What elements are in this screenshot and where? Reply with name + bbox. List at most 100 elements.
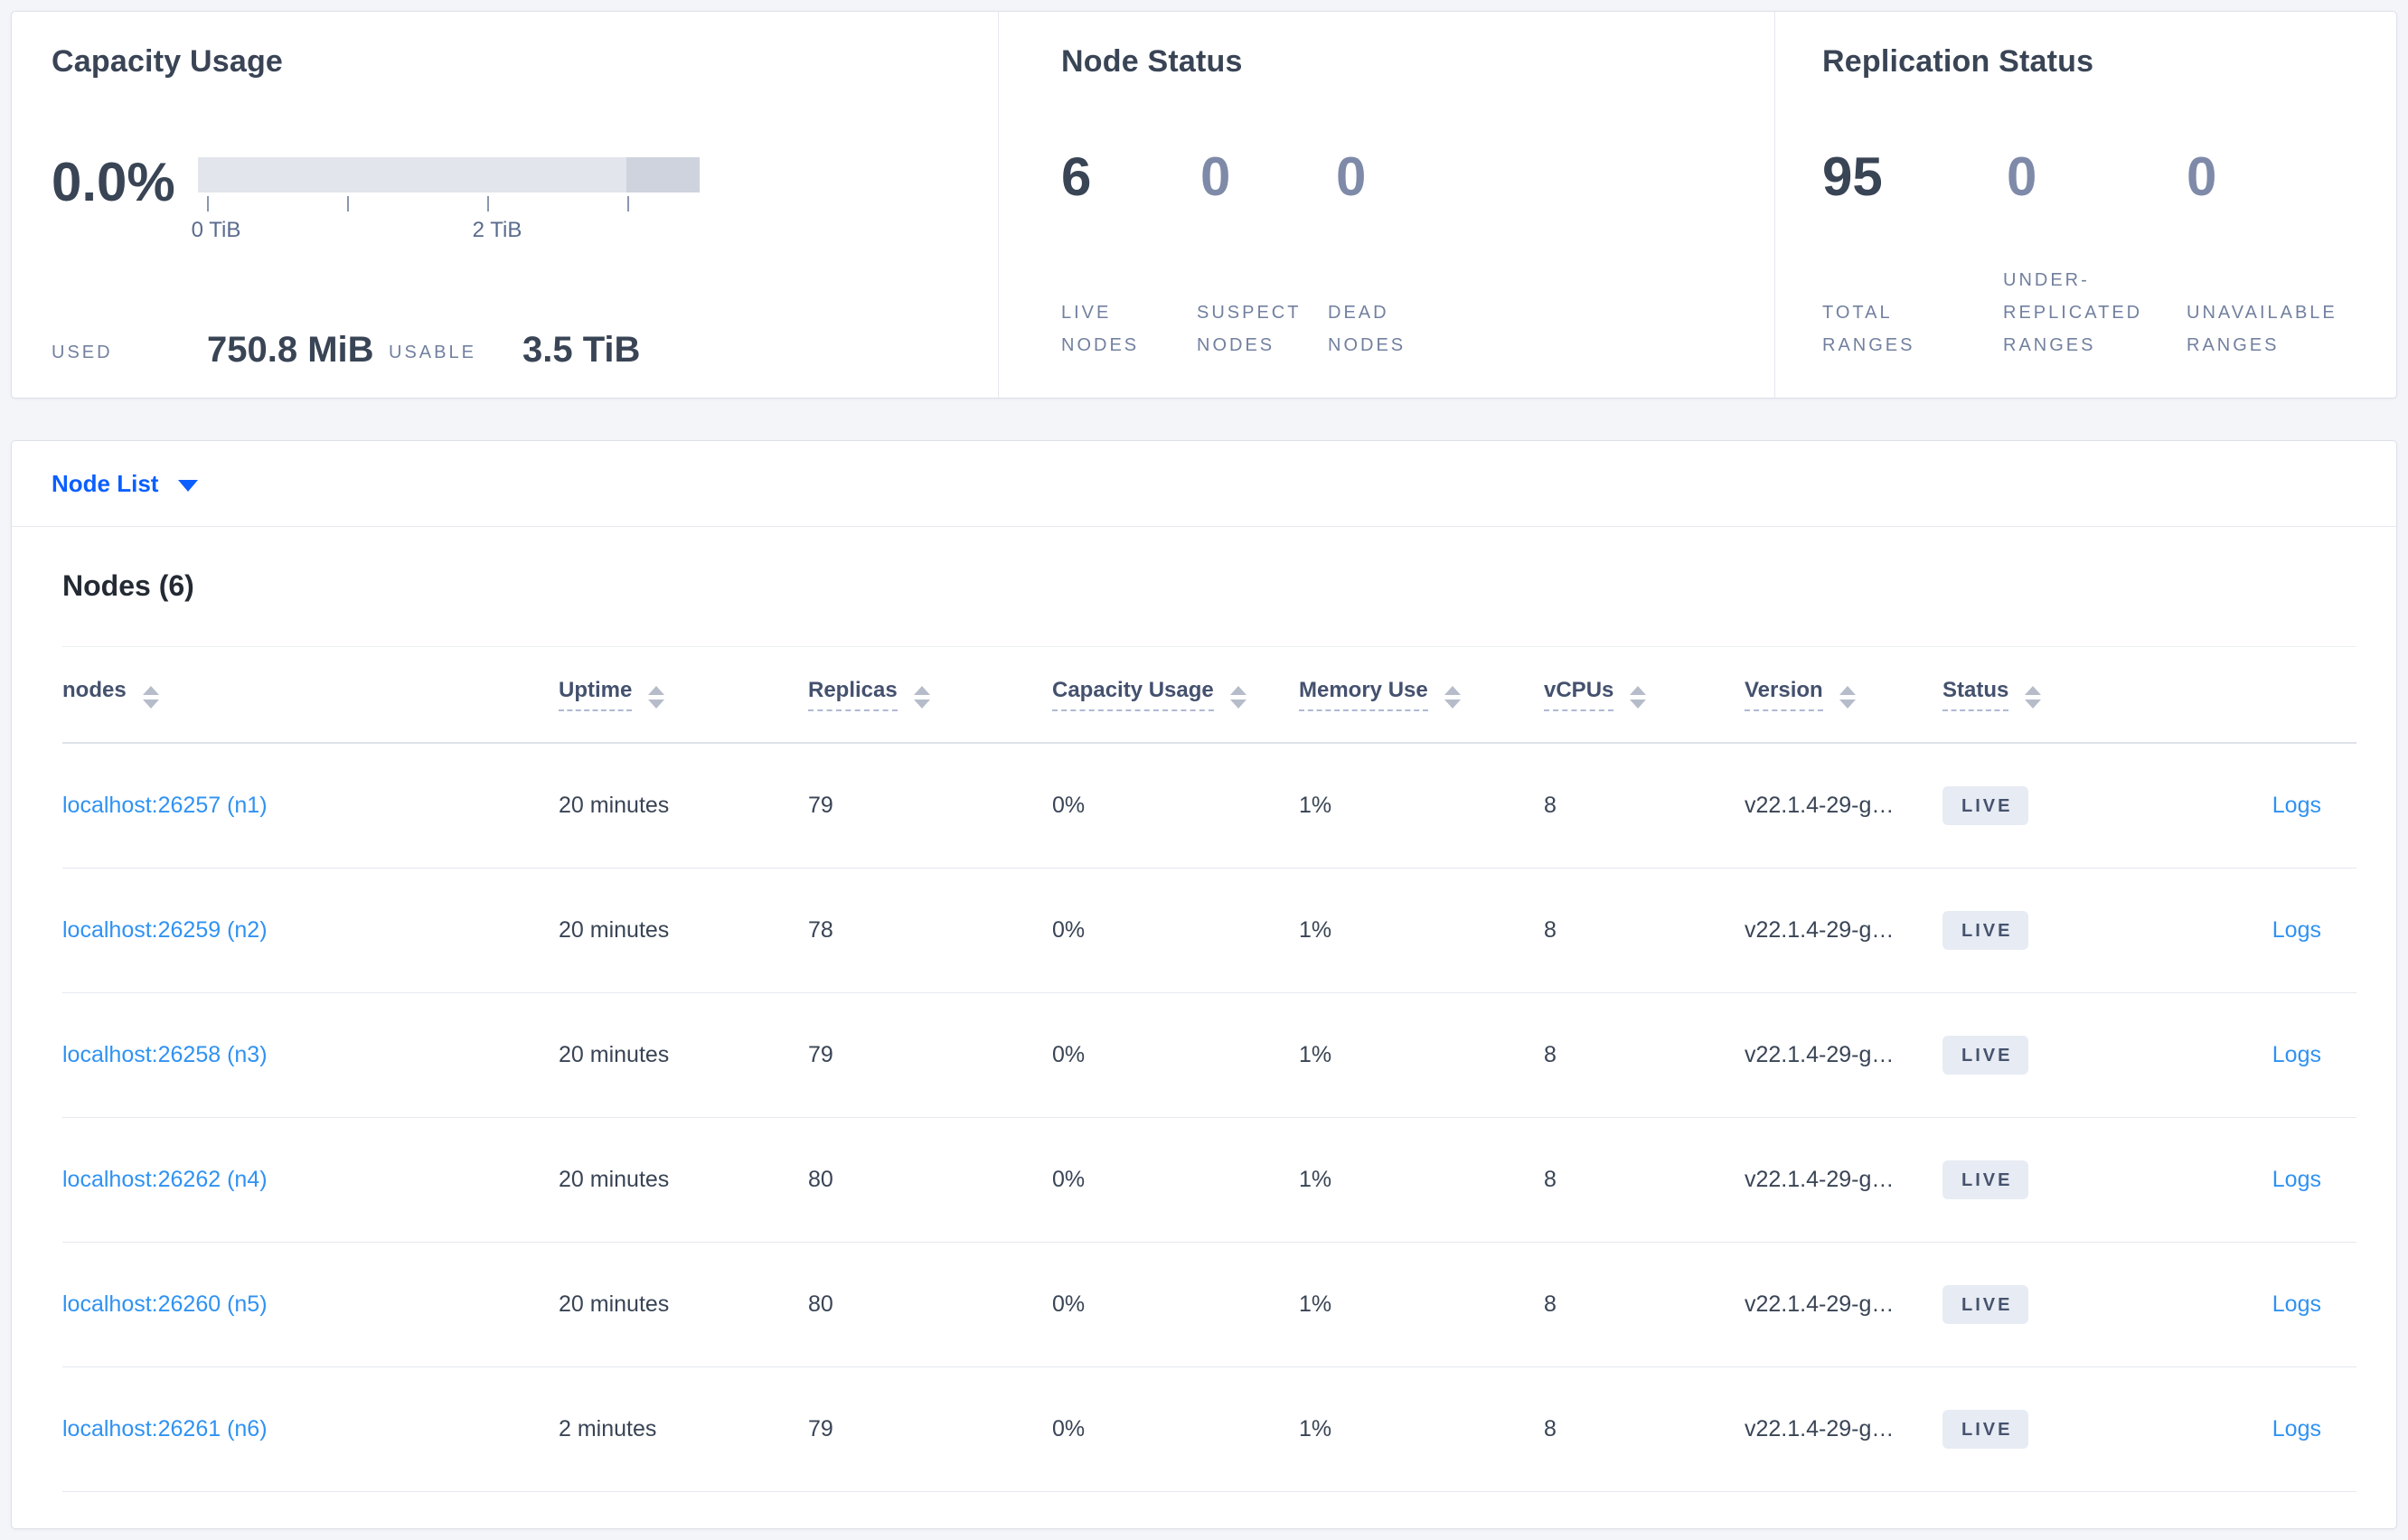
version-cell: v22.1.4-29-g… xyxy=(1745,793,1895,818)
logs-link[interactable]: Logs xyxy=(2272,1291,2321,1317)
node-address-link[interactable]: localhost:26262 (n4) xyxy=(62,1167,268,1192)
usable-value: 3.5 TiB xyxy=(522,330,641,370)
chevron-down-icon xyxy=(178,479,199,492)
logs-cell: Logs xyxy=(2272,917,2358,944)
section-divider xyxy=(12,526,2396,527)
logs-link[interactable]: Logs xyxy=(2272,1167,2321,1192)
sort-icon xyxy=(648,686,665,709)
replicas-cell: 79 xyxy=(808,1416,833,1441)
replication-status-title: Replication Status xyxy=(1822,44,2094,79)
vcpus-cell: 8 xyxy=(1544,917,1557,943)
unavailable-ranges-count: 0 xyxy=(2187,146,2217,207)
vcpus-cell: 8 xyxy=(1544,1167,1557,1192)
node-cell: localhost:26259 (n2) xyxy=(62,917,559,944)
capacity-percent-value: 0.0% xyxy=(52,152,175,212)
capacity-usage-title: Capacity Usage xyxy=(52,44,284,79)
dead-nodes-label: DEAD NODES xyxy=(1328,303,1406,355)
replicas-cell: 80 xyxy=(808,1167,833,1192)
status-badge: LIVE xyxy=(1942,1410,2029,1449)
node-list-card: Node List Nodes (6) nodes Uptime Replica… xyxy=(11,440,2397,1529)
column-header-capacity-usage[interactable]: Capacity Usage xyxy=(1052,678,1299,711)
column-header-uptime[interactable]: Uptime xyxy=(559,678,808,711)
logs-cell: Logs xyxy=(2272,1042,2358,1068)
axis-tick xyxy=(207,196,209,211)
memory-use-cell: 1% xyxy=(1299,1167,1332,1192)
cluster-summary-card: Capacity Usage 0.0% 0 TiB 2 TiB USED 750… xyxy=(11,11,2397,399)
under-replicated-ranges-count: 0 xyxy=(2007,146,2037,207)
panel-divider xyxy=(998,12,999,398)
capacity-axis-ticks xyxy=(198,196,700,211)
replicas-cell: 79 xyxy=(808,793,833,818)
version-cell: v22.1.4-29-g… xyxy=(1745,1167,1895,1192)
column-header-version[interactable]: Version xyxy=(1745,678,1942,711)
uptime-cell: 20 minutes xyxy=(559,1291,670,1317)
status-cell: LIVE xyxy=(1942,1036,2134,1075)
node-list-dropdown-label: Node List xyxy=(52,469,159,497)
usable-label: USABLE xyxy=(389,343,476,362)
node-address-link[interactable]: localhost:26260 (n5) xyxy=(62,1291,268,1317)
node-status-panel: Node Status 6 LIVE NODES 0 SUSPECT NODES… xyxy=(998,12,1774,398)
capacity-usage-panel: Capacity Usage 0.0% 0 TiB 2 TiB USED 750… xyxy=(12,12,998,398)
live-nodes-count: 6 xyxy=(1061,146,1092,207)
table-header-row: nodes Uptime Replicas Capacity Usage Mem… xyxy=(62,646,2356,744)
node-address-link[interactable]: localhost:26258 (n3) xyxy=(62,1042,268,1067)
axis-tick xyxy=(347,196,349,211)
sort-icon xyxy=(1229,686,1246,709)
column-header-replicas[interactable]: Replicas xyxy=(808,678,1052,711)
version-cell: v22.1.4-29-g… xyxy=(1745,1416,1895,1441)
node-address-link[interactable]: localhost:26257 (n1) xyxy=(62,793,268,818)
memory-use-cell: 1% xyxy=(1299,793,1332,818)
sort-icon xyxy=(2025,686,2042,709)
uptime-cell: 20 minutes xyxy=(559,917,670,943)
axis-tick xyxy=(627,196,629,211)
node-status-title: Node Status xyxy=(1061,44,1243,79)
column-header-nodes[interactable]: nodes xyxy=(62,678,559,711)
capacity-usage-cell: 0% xyxy=(1052,1416,1086,1441)
total-ranges-count: 95 xyxy=(1822,146,1883,207)
column-header-memory-use[interactable]: Memory Use xyxy=(1299,678,1544,711)
used-value: 750.8 MiB xyxy=(207,330,374,370)
status-badge: LIVE xyxy=(1942,911,2029,950)
logs-cell: Logs xyxy=(2272,793,2358,819)
memory-use-cell: 1% xyxy=(1299,917,1332,943)
status-badge: LIVE xyxy=(1942,786,2029,825)
used-label: USED xyxy=(52,343,113,362)
replication-status-panel: Replication Status 95 TOTAL RANGES 0 UND… xyxy=(1774,12,2396,398)
logs-cell: Logs xyxy=(2272,1416,2358,1442)
status-cell: LIVE xyxy=(1942,786,2134,825)
logs-cell: Logs xyxy=(2272,1291,2358,1318)
uptime-cell: 20 minutes xyxy=(559,1042,670,1067)
node-list-dropdown[interactable]: Node List xyxy=(52,469,199,498)
status-cell: LIVE xyxy=(1942,1410,2134,1449)
logs-cell: Logs xyxy=(2272,1167,2358,1193)
sort-icon xyxy=(1630,686,1647,709)
table-row: localhost:26258 (n3) 20 minutes 79 0% 1%… xyxy=(62,993,2356,1118)
sort-icon xyxy=(913,686,930,709)
axis-tick-label-2tib: 2 TiB xyxy=(472,218,522,242)
table-row: localhost:26261 (n6) 2 minutes 79 0% 1% … xyxy=(62,1367,2356,1492)
logs-link[interactable]: Logs xyxy=(2272,793,2321,818)
column-header-status[interactable]: Status xyxy=(1942,678,2134,711)
suspect-nodes-count: 0 xyxy=(1200,146,1231,207)
uptime-cell: 2 minutes xyxy=(559,1416,657,1441)
capacity-used-usable-row: USED 750.8 MiB USABLE 3.5 TiB xyxy=(52,325,738,371)
node-address-link[interactable]: localhost:26261 (n6) xyxy=(62,1416,268,1441)
table-row: localhost:26262 (n4) 20 minutes 80 0% 1%… xyxy=(62,1118,2356,1243)
capacity-usage-cell: 0% xyxy=(1052,917,1086,943)
node-list-dropdown-row: Node List xyxy=(12,441,2396,526)
capacity-usage-cell: 0% xyxy=(1052,1291,1086,1317)
logs-link[interactable]: Logs xyxy=(2272,917,2321,943)
suspect-nodes-label: SUSPECT NODES xyxy=(1197,303,1302,355)
vcpus-cell: 8 xyxy=(1544,1042,1557,1067)
table-row: localhost:26260 (n5) 20 minutes 80 0% 1%… xyxy=(62,1243,2356,1367)
unavailable-ranges-label: UNAVAILABLE RANGES xyxy=(2187,303,2337,355)
capacity-usage-cell: 0% xyxy=(1052,793,1086,818)
column-header-vcpus[interactable]: vCPUs xyxy=(1544,678,1745,711)
axis-tick-label-0tib: 0 TiB xyxy=(191,218,241,242)
vcpus-cell: 8 xyxy=(1544,1416,1557,1441)
node-address-link[interactable]: localhost:26259 (n2) xyxy=(62,917,268,943)
logs-link[interactable]: Logs xyxy=(2272,1042,2321,1067)
status-cell: LIVE xyxy=(1942,1285,2134,1324)
logs-link[interactable]: Logs xyxy=(2272,1416,2321,1441)
